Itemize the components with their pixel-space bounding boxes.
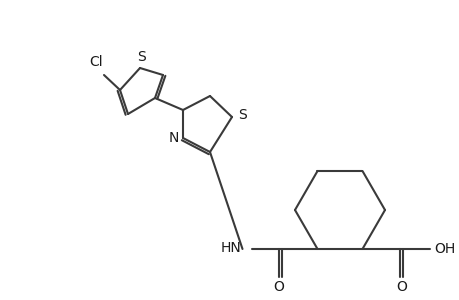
Text: OH: OH [433, 242, 454, 256]
Text: O: O [395, 280, 406, 294]
Text: N: N [168, 131, 179, 145]
Text: HN: HN [220, 241, 241, 255]
Text: O: O [273, 280, 283, 294]
Text: Cl: Cl [89, 55, 103, 69]
Text: S: S [238, 108, 247, 122]
Text: S: S [137, 50, 146, 64]
